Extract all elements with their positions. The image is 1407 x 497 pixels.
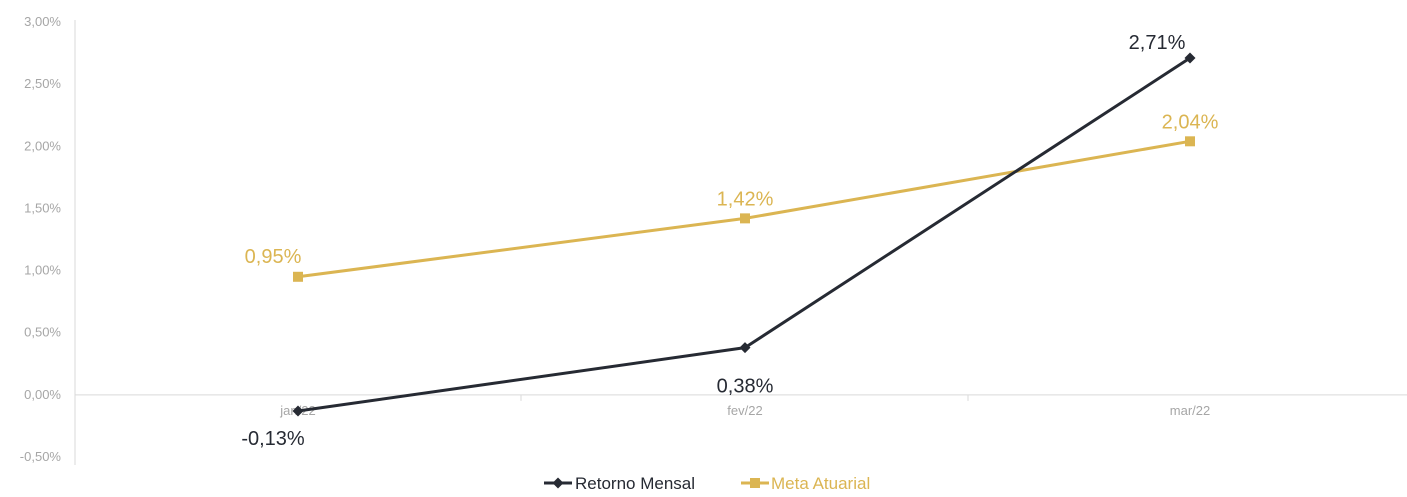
- y-tick-label: 2,50%: [24, 76, 61, 91]
- series-retorno-mensal: [292, 52, 1196, 417]
- data-labels: -0,13% 0,38% 2,71% 0,95% 1,42% 2,04%: [241, 32, 1218, 450]
- legend-item-meta-atuarial: Meta Atuarial: [741, 474, 870, 493]
- series-line: [297, 56, 1191, 413]
- data-point: [292, 405, 304, 417]
- y-tick-label: 0,00%: [24, 387, 61, 402]
- x-tick-label: fev/22: [727, 403, 762, 418]
- x-tick-label: mar/22: [1170, 403, 1210, 418]
- data-point: [1185, 136, 1195, 147]
- data-label: -0,13%: [241, 428, 305, 450]
- data-point: [1184, 52, 1196, 64]
- data-label: 0,95%: [245, 246, 302, 268]
- series-layer: [292, 52, 1196, 417]
- data-label: 1,42%: [717, 188, 774, 210]
- y-tick-label: 1,50%: [24, 200, 61, 215]
- y-tick-labels: -0,50% 0,00% 0,50% 1,00% 1,50% 2,00% 2,50% 3,00…: [20, 14, 62, 464]
- data-point: [293, 271, 303, 282]
- data-label: 0,38%: [717, 376, 774, 398]
- y-tick-label: 0,50%: [24, 325, 61, 340]
- legend: Retorno Mensal Meta Atuarial: [544, 474, 870, 493]
- axes-layer: [74, 20, 1407, 465]
- legend-item-retorno-mensal: Retorno Mensal: [544, 474, 695, 493]
- series-meta-atuarial: [293, 136, 1195, 282]
- y-tick-label: 3,00%: [24, 14, 61, 29]
- y-tick-label: 2,00%: [24, 138, 61, 153]
- data-label: 2,71%: [1129, 32, 1186, 54]
- data-label: 2,04%: [1162, 111, 1219, 133]
- legend-marker: [552, 477, 564, 489]
- y-tick-label: -0,50%: [20, 449, 62, 464]
- legend-marker: [750, 478, 760, 488]
- data-point: [740, 213, 750, 224]
- data-point: [739, 342, 751, 354]
- legend-label: Meta Atuarial: [771, 474, 870, 493]
- legend-label: Retorno Mensal: [575, 474, 695, 493]
- y-tick-label: 1,00%: [24, 263, 61, 278]
